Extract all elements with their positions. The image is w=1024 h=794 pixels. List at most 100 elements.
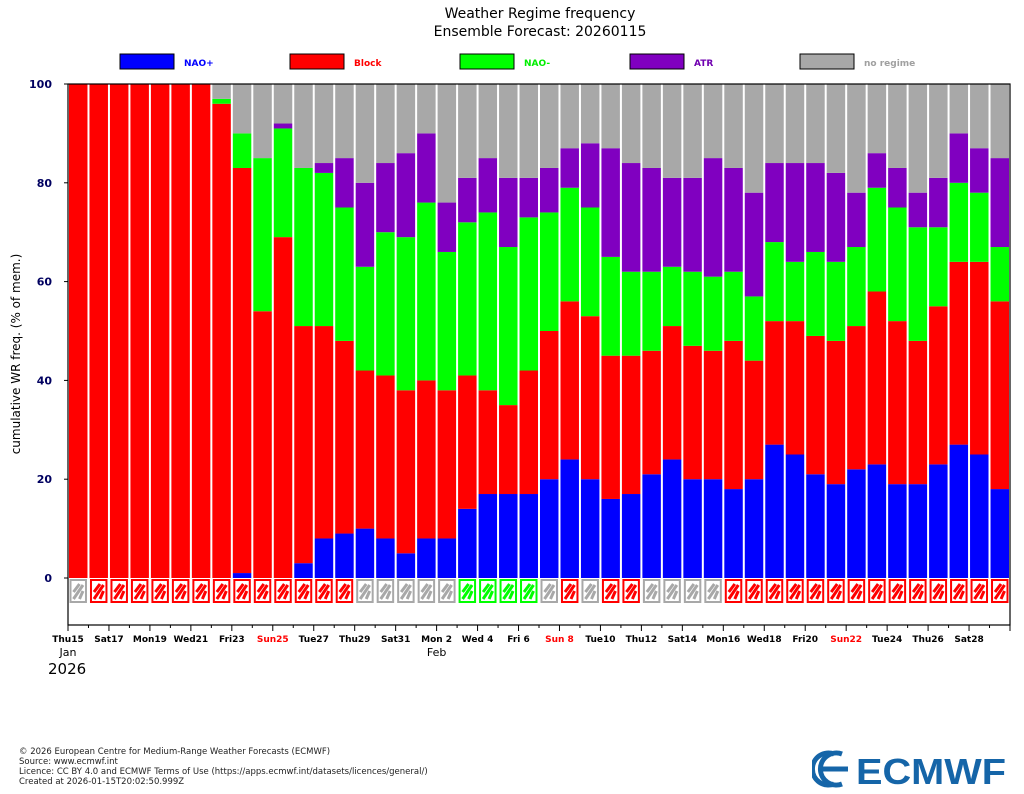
bar-segment-nao-plus xyxy=(396,553,416,578)
bar-segment-no-regime xyxy=(396,84,416,154)
bar-segment-block xyxy=(642,350,661,475)
bar-stack xyxy=(458,84,477,603)
bar-segment-no-regime xyxy=(970,84,989,149)
dominant-regime-marker xyxy=(929,579,948,603)
bar-segment-block xyxy=(683,345,702,480)
bar-segment-nao-plus xyxy=(621,494,641,578)
bar-stack xyxy=(376,84,395,603)
bar-segment-atr xyxy=(908,192,928,228)
bar-segment-atr xyxy=(560,148,579,188)
bar-segment-no-regime xyxy=(273,84,293,124)
bar-stack xyxy=(765,84,784,603)
bar-stack xyxy=(826,84,846,603)
bar-segment-block xyxy=(580,316,600,480)
bar-segment-atr xyxy=(642,167,661,272)
bar-segment-nao-minus xyxy=(314,172,334,327)
bar-segment-block xyxy=(785,321,805,455)
dominant-regime-marker xyxy=(171,579,190,603)
footer: © 2026 European Centre for Medium-Range … xyxy=(19,747,428,787)
legend-label: NAO- xyxy=(524,59,550,69)
bar-stack-group xyxy=(69,84,1009,603)
x-tick-label: Sun 8 xyxy=(545,635,574,645)
bar-segment-no-regime xyxy=(499,84,518,178)
bar-segment-nao-plus xyxy=(519,494,538,578)
bar-segment-nao-minus xyxy=(601,256,620,356)
bar-segment-block xyxy=(929,306,948,465)
bar-segment-no-regime xyxy=(949,84,969,134)
dominant-regime-marker xyxy=(212,579,231,603)
bar-stack xyxy=(929,84,948,603)
bar-stack xyxy=(560,84,579,603)
ecmwf-logo: ECMWF xyxy=(812,750,1006,790)
bar-segment-no-regime xyxy=(888,84,907,168)
bar-stack xyxy=(273,84,293,603)
footer-copyright: © 2026 European Centre for Medium-Range … xyxy=(19,747,331,757)
bar-segment-atr xyxy=(601,148,620,257)
bar-segment-atr xyxy=(662,177,682,267)
dominant-regime-marker xyxy=(581,579,599,603)
bar-stack xyxy=(540,84,559,603)
bar-segment-no-regime xyxy=(580,84,600,144)
bar-segment-atr xyxy=(847,192,866,248)
dominant-regime-marker xyxy=(622,579,640,603)
bar-segment-block xyxy=(990,301,1009,490)
bar-segment-atr xyxy=(724,167,743,272)
bar-segment-atr xyxy=(683,177,702,272)
bar-stack xyxy=(785,84,805,603)
bar-segment-block xyxy=(806,335,825,475)
bar-stack xyxy=(703,84,723,603)
bar-stack xyxy=(89,84,108,603)
bar-segment-nao-plus xyxy=(560,459,579,578)
dominant-regime-marker xyxy=(888,579,907,603)
bar-stack xyxy=(232,84,252,603)
dominant-regime-marker xyxy=(520,579,538,603)
bar-segment-block xyxy=(376,375,395,539)
bar-segment-nao-minus xyxy=(724,271,743,341)
bar-segment-nao-minus xyxy=(908,227,928,341)
bar-segment-nao-plus xyxy=(990,489,1009,578)
bar-segment-nao-plus xyxy=(683,479,702,578)
bar-segment-nao-plus xyxy=(294,563,313,578)
bar-segment-block xyxy=(294,326,313,564)
bar-segment-block xyxy=(560,301,579,460)
ecmwf-logo-text: ECMWF xyxy=(856,751,1006,790)
bar-segment-nao-minus xyxy=(376,232,395,376)
bar-stack xyxy=(417,84,436,603)
dominant-regime-marker xyxy=(376,579,395,603)
bar-segment-no-regime xyxy=(212,84,231,99)
bar-segment-nao-plus xyxy=(867,464,887,578)
bar-segment-no-regime xyxy=(601,84,620,149)
bar-segment-block xyxy=(89,84,108,578)
legend-label: Block xyxy=(354,59,382,69)
bar-segment-no-regime xyxy=(724,84,743,168)
y-axis-label: cumulative WR freq. (% of mem.) xyxy=(9,254,23,455)
bar-segment-no-regime xyxy=(621,84,641,164)
dominant-regime-marker xyxy=(151,579,169,603)
bar-segment-nao-minus xyxy=(499,247,518,406)
bar-stack xyxy=(499,84,518,603)
bar-stack xyxy=(744,84,764,603)
bar-stack xyxy=(621,84,641,603)
bar-segment-block xyxy=(437,390,457,539)
dominant-regime-marker xyxy=(724,579,743,603)
bar-segment-nao-plus xyxy=(601,498,620,578)
bar-segment-atr xyxy=(580,143,600,208)
dominant-regime-marker xyxy=(786,579,804,603)
bar-segment-nao-plus xyxy=(888,484,907,578)
legend-label: ATR xyxy=(694,59,713,69)
x-tick-label: Tue10 xyxy=(585,635,615,645)
x-tick-label: Tue27 xyxy=(299,635,329,645)
bar-segment-nao-minus xyxy=(232,133,252,168)
x-tick-label: Fri20 xyxy=(792,635,818,645)
bar-segment-atr xyxy=(929,177,948,228)
bar-segment-block xyxy=(540,331,559,480)
bar-segment-block xyxy=(765,321,784,445)
bar-segment-nao-minus xyxy=(437,251,457,391)
dominant-regime-marker xyxy=(335,579,354,603)
bar-segment-block xyxy=(335,340,354,534)
bar-segment-no-regime xyxy=(785,84,805,164)
bar-segment-no-regime xyxy=(540,84,559,168)
bar-stack xyxy=(478,84,498,603)
bar-segment-atr xyxy=(990,158,1009,248)
bar-segment-block xyxy=(908,340,928,485)
